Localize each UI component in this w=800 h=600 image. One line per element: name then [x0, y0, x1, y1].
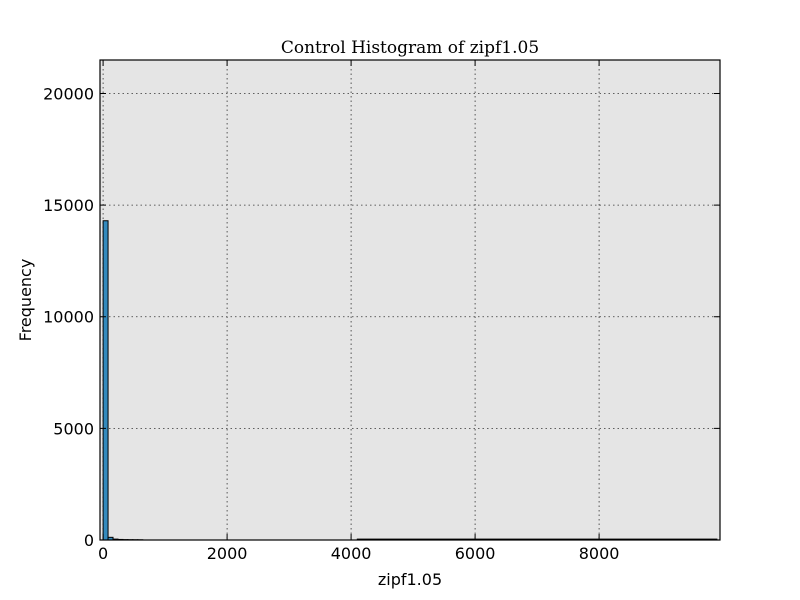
plot-frame [99, 59, 721, 541]
chart-title: Control Histogram of zipf1.05 [281, 38, 539, 58]
x-tick-label: 0 [98, 544, 108, 563]
y-tick-label: 5000 [53, 419, 94, 438]
x-axis-label: zipf1.05 [378, 570, 442, 589]
x-tick-labels: 0 2000 4000 6000 8000 [98, 544, 619, 563]
y-tick-label: 15000 [43, 196, 94, 215]
y-tick-label: 20000 [43, 84, 94, 103]
y-axis-label: Frequency [16, 259, 35, 342]
plot-area [100, 60, 720, 540]
y-tick-label: 0 [84, 531, 94, 550]
y-tick-labels: 0 5000 10000 15000 20000 [43, 84, 94, 550]
y-tick-label: 10000 [43, 308, 94, 327]
x-tick-label: 8000 [579, 544, 620, 563]
x-tick-label: 6000 [455, 544, 496, 563]
x-tick-label: 4000 [331, 544, 372, 563]
histogram-bar [102, 220, 109, 541]
axis-ticks [100, 60, 720, 541]
x-tick-label: 2000 [207, 544, 248, 563]
